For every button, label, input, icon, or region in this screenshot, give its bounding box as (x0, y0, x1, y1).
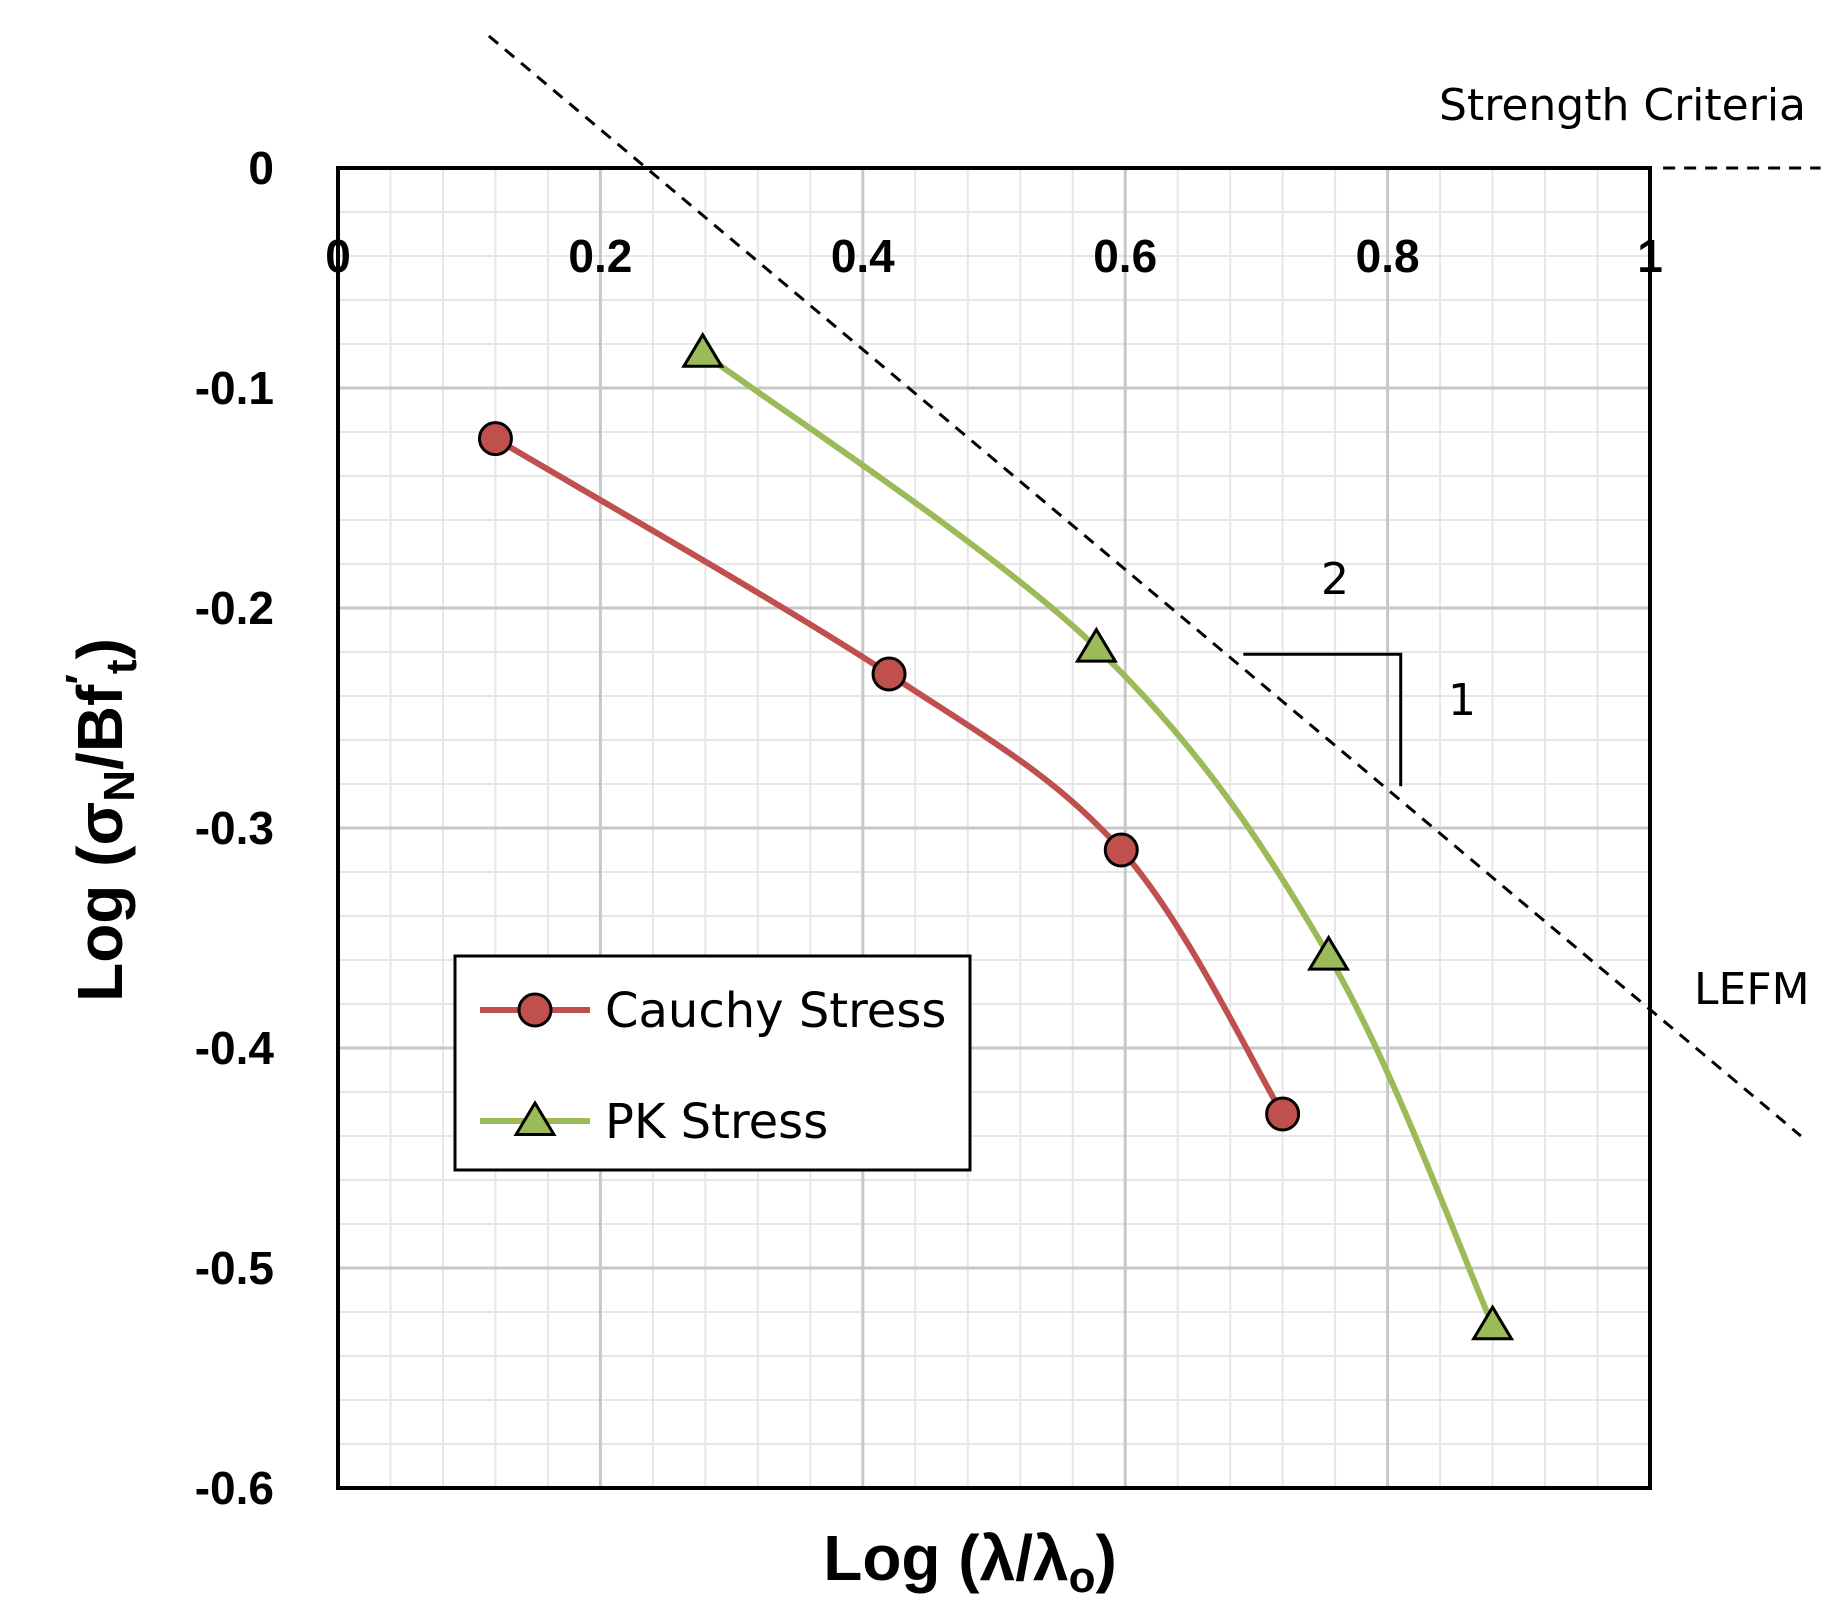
y-tick-label: -0.2 (195, 582, 274, 634)
slope-triangle (1243, 652, 1403, 787)
data-point-cauchy-stress (1103, 832, 1139, 868)
legend-marker-pk (513, 1100, 557, 1136)
y-axis-title-mid: /Bf (64, 684, 136, 770)
x-tick-label: 0.8 (1356, 230, 1420, 282)
major-gridlines (338, 168, 1650, 1488)
x-tick-label: 0.2 (568, 230, 632, 282)
x-axis-title-main: Log (λ/λ (823, 1522, 1068, 1594)
y-axis-title-main: Log (σ (64, 802, 136, 1002)
y-axis-title-sup: ′ (57, 674, 106, 685)
y-axis-title: Log (σN/Bf′t) (57, 638, 146, 1002)
lefm-label: LEFM (1694, 964, 1810, 1015)
data-point-pk-stress (1074, 626, 1118, 663)
strength-criteria-label: Strength Criteria (1439, 80, 1806, 131)
legend-label-pk: PK Stress (605, 1094, 828, 1150)
x-tick-label: 0 (325, 230, 351, 282)
y-axis-title-sub1: N (95, 770, 144, 802)
legend-label-cauchy: Cauchy Stress (605, 983, 946, 1039)
y-tick-label: -0.4 (195, 1022, 275, 1074)
slope-run-label: 2 (1321, 554, 1349, 605)
x-tick-label: 1 (1637, 230, 1663, 282)
plot-area-border (336, 166, 1652, 1490)
y-axis-title-sub2: t (97, 659, 146, 674)
data-point-cauchy-stress (477, 421, 513, 457)
slope-triangle-lines (1243, 652, 1403, 787)
legend-marker-cauchy (517, 992, 553, 1028)
series-line-pk-stress (699, 349, 1496, 1329)
series-layer (477, 331, 1515, 1341)
data-point-pk-stress (681, 331, 725, 368)
y-tick-label: -0.5 (195, 1242, 274, 1294)
data-point-pk-stress (1307, 934, 1351, 971)
x-axis-title: Log (λ/λo) (823, 1522, 1117, 1601)
x-tick-labels: 0 0.2 0.4 0.6 0.8 1 (325, 230, 1663, 282)
y-tick-label: 0 (248, 142, 274, 194)
legend: Cauchy Stress PK Stress (453, 954, 972, 1172)
x-axis-title-sub: o (1069, 1553, 1096, 1601)
x-axis-title-close: ) (1095, 1522, 1116, 1594)
data-point-cauchy-stress (1265, 1096, 1301, 1132)
reference-lines (487, 34, 1821, 1138)
series-line-cauchy-stress (492, 435, 1286, 1117)
data-point-cauchy-stress (871, 656, 907, 692)
y-tick-label: -0.1 (195, 362, 274, 414)
y-tick-label: -0.6 (195, 1462, 274, 1514)
x-tick-label: 0.4 (831, 230, 895, 282)
x-tick-label: 0.6 (1093, 230, 1157, 282)
y-tick-label: -0.3 (195, 802, 274, 854)
data-point-pk-stress (1471, 1304, 1515, 1341)
y-tick-labels: 0 -0.1 -0.2 -0.3 -0.4 -0.5 -0.6 (195, 142, 275, 1514)
y-axis-title-close: ) (64, 638, 136, 659)
slope-rise-label: 1 (1448, 675, 1476, 726)
